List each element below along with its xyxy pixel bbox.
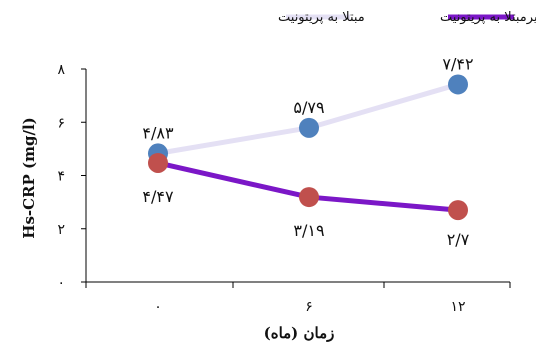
data-label: ۳/۱۹	[293, 221, 324, 240]
data-label: ۷/۴۲	[442, 54, 473, 73]
x-tick-label: ۰	[154, 299, 162, 315]
data-label: ۲/۷	[447, 230, 470, 249]
y-tick-label: ۴	[57, 169, 65, 185]
data-label: ۵/۷۹	[293, 98, 324, 117]
data-point	[448, 74, 468, 95]
y-tick-label: ۲	[57, 222, 65, 238]
data-label: ۴/۸۳	[142, 123, 174, 142]
legend: غیرمبتلا به پریتونیت مبتلا به پریتونیت	[278, 10, 536, 25]
legend-label-non-peritonitis: غیرمبتلا به پریتونیت	[440, 10, 536, 25]
y-tick-label: ۶	[57, 115, 65, 131]
x-tick-label: ۱۲	[450, 299, 465, 315]
x-tick-label: ۶	[305, 299, 313, 315]
series: ۴/۸۳ ۵/۷۹ ۷/۴۲ ۴/۴۷ ۳/۱۹ ۲/۷	[142, 54, 473, 249]
legend-label-peritonitis: مبتلا به پریتونیت	[278, 10, 365, 25]
x-axis-title: زمان (ماه)	[264, 324, 335, 342]
y-axis-ticks: ۰ ۲ ۴ ۶ ۸	[57, 62, 86, 291]
y-tick-label: ۰	[57, 275, 65, 291]
data-point	[299, 117, 319, 138]
x-axis-ticks: ۰ ۶ ۱۲	[85, 282, 511, 315]
y-tick-label: ۸	[57, 62, 65, 78]
data-point	[148, 152, 168, 173]
data-label: ۴/۴۷	[142, 187, 174, 206]
data-point	[299, 187, 319, 208]
y-axis-title: Hs-CRP (mg/l)	[20, 117, 38, 238]
axes: ۰ ۲ ۴ ۶ ۸ ۰ ۶ ۱۲ Hs-CRP (mg/l) زمان (ماه)	[20, 62, 511, 342]
data-point	[448, 200, 468, 221]
